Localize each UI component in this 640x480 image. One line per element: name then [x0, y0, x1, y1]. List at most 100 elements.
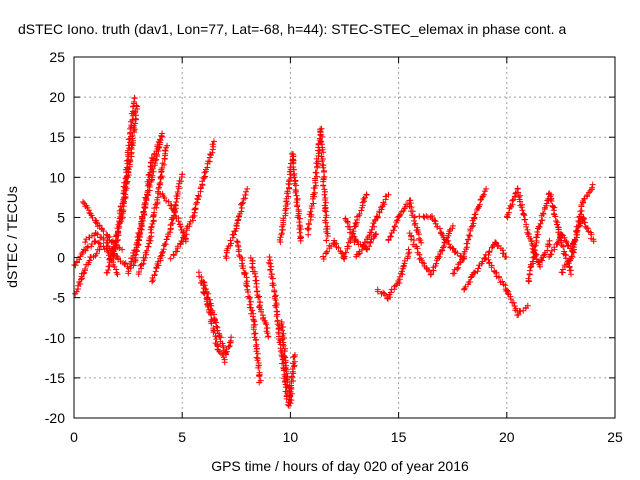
- y-tick-label: -15: [45, 370, 65, 386]
- plus-marker-run: [256, 303, 272, 340]
- data-series-segment: [135, 142, 171, 278]
- y-axis-label: dSTEC / TECUs: [4, 186, 20, 288]
- x-axis-label: GPS time / hours of day 020 of year 2016: [211, 458, 469, 474]
- y-tick-labels: -20 -15 -10 -5 0 5 10 15 20 25: [45, 49, 65, 426]
- data-series-segment: [353, 191, 392, 260]
- plus-marker-run: [214, 342, 228, 366]
- plus-marker-run: [546, 231, 565, 260]
- plus-marker-run: [115, 255, 131, 270]
- plus-marker-run: [241, 270, 258, 325]
- plus-marker-run: [558, 255, 574, 276]
- plus-marker-run: [233, 185, 251, 229]
- plus-marker-run: [395, 197, 413, 220]
- y-tick-label: 0: [57, 250, 65, 266]
- plus-marker-run: [87, 246, 103, 260]
- plus-marker-run: [127, 102, 141, 165]
- plus-marker-run: [276, 205, 290, 245]
- plus-marker-run: [364, 231, 380, 253]
- data-series-segment: [222, 185, 251, 262]
- plus-marker-run: [118, 159, 133, 221]
- data-series-segment: [278, 319, 298, 407]
- plus-marker-run: [384, 278, 402, 302]
- y-tick-label: -20: [45, 410, 65, 426]
- x-tick-label: 25: [607, 429, 623, 445]
- data-series-segment: [71, 238, 121, 278]
- plus-marker-run: [535, 190, 553, 230]
- plus-marker-run: [93, 217, 112, 241]
- plus-marker-run: [342, 215, 359, 244]
- x-tick-label: 0: [70, 429, 78, 445]
- y-tick-label: 10: [49, 169, 65, 185]
- plus-marker-run: [427, 247, 446, 278]
- y-tick-label: 20: [49, 89, 65, 105]
- plus-marker-run: [286, 352, 298, 406]
- plus-marker-run: [317, 126, 331, 244]
- plus-marker-run: [222, 223, 240, 262]
- plus-marker-run: [278, 319, 290, 372]
- plus-marker-run: [417, 255, 435, 278]
- plus-marker-run: [568, 198, 587, 260]
- data-series-segment: [385, 197, 425, 246]
- y-tick-label: -10: [45, 330, 65, 346]
- plus-marker-run: [250, 317, 264, 386]
- x-tick-label: 5: [178, 429, 186, 445]
- plus-marker-run: [492, 269, 511, 294]
- data-series-segment: [374, 246, 413, 302]
- plus-marker-run: [558, 237, 574, 278]
- plus-marker-run: [157, 190, 177, 213]
- y-tick-label: -5: [53, 290, 66, 306]
- data-series-segment: [320, 191, 370, 262]
- plus-marker-run: [406, 197, 425, 246]
- plus-marker-run: [148, 130, 166, 164]
- plus-marker-run: [212, 318, 229, 357]
- plus-marker-run: [352, 191, 370, 228]
- plus-marker-run: [362, 213, 380, 246]
- data-series-segment: [247, 254, 272, 340]
- plus-marker-run: [525, 223, 543, 285]
- data-series-segment: [200, 278, 235, 358]
- plus-marker-run: [396, 246, 413, 286]
- data-series-segment: [482, 255, 531, 319]
- plus-marker-run: [461, 269, 477, 293]
- y-tick-label: 15: [49, 129, 65, 145]
- x-tick-label: 20: [499, 429, 515, 445]
- plus-marker-run: [189, 173, 208, 221]
- data-series-segment: [130, 130, 166, 269]
- plus-marker-run: [579, 215, 597, 245]
- plus-marker-run: [80, 199, 99, 226]
- data-series-segment: [450, 185, 490, 277]
- data-series-segment: [503, 185, 553, 270]
- plus-marker-run: [438, 230, 456, 252]
- plus-marker-run: [514, 302, 531, 319]
- plus-marker-run: [288, 150, 304, 244]
- data-series-segment: [149, 171, 186, 285]
- plot-frame: [73, 56, 616, 419]
- data-series-segment: [110, 102, 141, 262]
- plus-marker-run: [110, 214, 126, 262]
- plus-marker-run: [180, 213, 197, 245]
- plus-marker-run: [460, 215, 478, 262]
- plus-marker-run: [130, 215, 146, 269]
- plus-marker-run: [247, 254, 264, 309]
- plus-marker-run: [492, 239, 509, 260]
- data-series-segment: [72, 246, 103, 297]
- plus-marker-run: [200, 278, 218, 324]
- plus-marker-run: [450, 256, 466, 277]
- plus-marker-run: [139, 159, 155, 220]
- plus-marker-run: [167, 238, 185, 262]
- plus-marker-run: [482, 255, 500, 276]
- plus-marker-run: [201, 138, 217, 181]
- data-series-segment: [304, 125, 331, 244]
- data-series-segment: [525, 190, 574, 285]
- plus-marker-run: [406, 230, 423, 262]
- chart-title: dSTEC Iono. truth (dav1, Lon=77, Lat=-68…: [18, 21, 566, 37]
- data-series-segment: [342, 215, 380, 253]
- plus-marker-run: [265, 254, 279, 300]
- plus-marker-run: [157, 142, 171, 181]
- data-series-segment: [406, 222, 456, 278]
- data-points: [71, 94, 597, 409]
- x-tick-label: 15: [391, 429, 407, 445]
- plus-marker-run: [304, 191, 317, 238]
